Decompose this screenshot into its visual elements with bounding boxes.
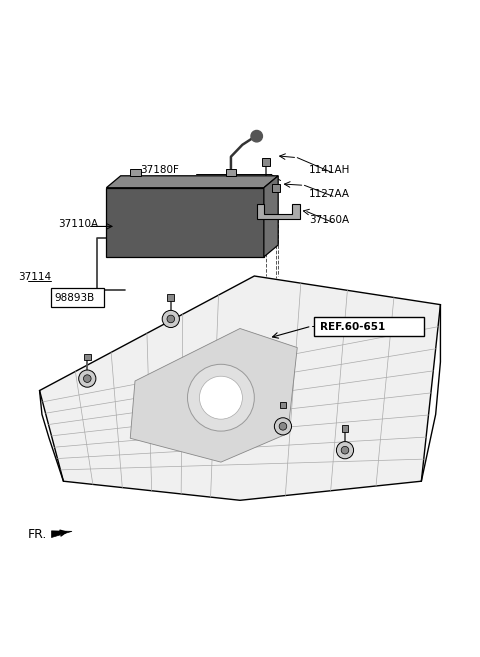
Polygon shape: [130, 328, 297, 462]
Polygon shape: [107, 188, 264, 257]
Circle shape: [336, 442, 354, 459]
Circle shape: [167, 315, 175, 323]
Text: 98893B: 98893B: [54, 294, 94, 304]
Text: 1141AH: 1141AH: [309, 165, 350, 175]
Text: FR.: FR.: [28, 528, 47, 541]
Polygon shape: [342, 425, 348, 432]
Polygon shape: [84, 353, 91, 361]
Circle shape: [341, 446, 349, 454]
Circle shape: [275, 418, 291, 435]
Polygon shape: [226, 169, 236, 176]
Polygon shape: [39, 276, 441, 500]
Text: 37160A: 37160A: [309, 215, 349, 225]
Text: 37110A: 37110A: [59, 219, 99, 229]
Polygon shape: [257, 204, 300, 219]
Polygon shape: [280, 401, 286, 408]
Circle shape: [84, 374, 91, 382]
Circle shape: [188, 364, 254, 431]
Bar: [51, 288, 104, 307]
FancyBboxPatch shape: [314, 317, 424, 336]
Circle shape: [162, 310, 180, 328]
Polygon shape: [51, 531, 72, 537]
Text: REF.60-651: REF.60-651: [320, 321, 385, 332]
Text: 37114: 37114: [18, 272, 51, 282]
Circle shape: [199, 376, 242, 419]
Polygon shape: [272, 184, 280, 193]
Text: 1127AA: 1127AA: [309, 189, 350, 200]
Circle shape: [279, 422, 287, 430]
Text: 37180F: 37180F: [140, 165, 179, 175]
Polygon shape: [130, 169, 141, 176]
Polygon shape: [168, 294, 174, 301]
Polygon shape: [263, 158, 270, 166]
Polygon shape: [264, 176, 278, 257]
Circle shape: [79, 370, 96, 387]
Circle shape: [251, 131, 263, 142]
Polygon shape: [107, 176, 278, 188]
